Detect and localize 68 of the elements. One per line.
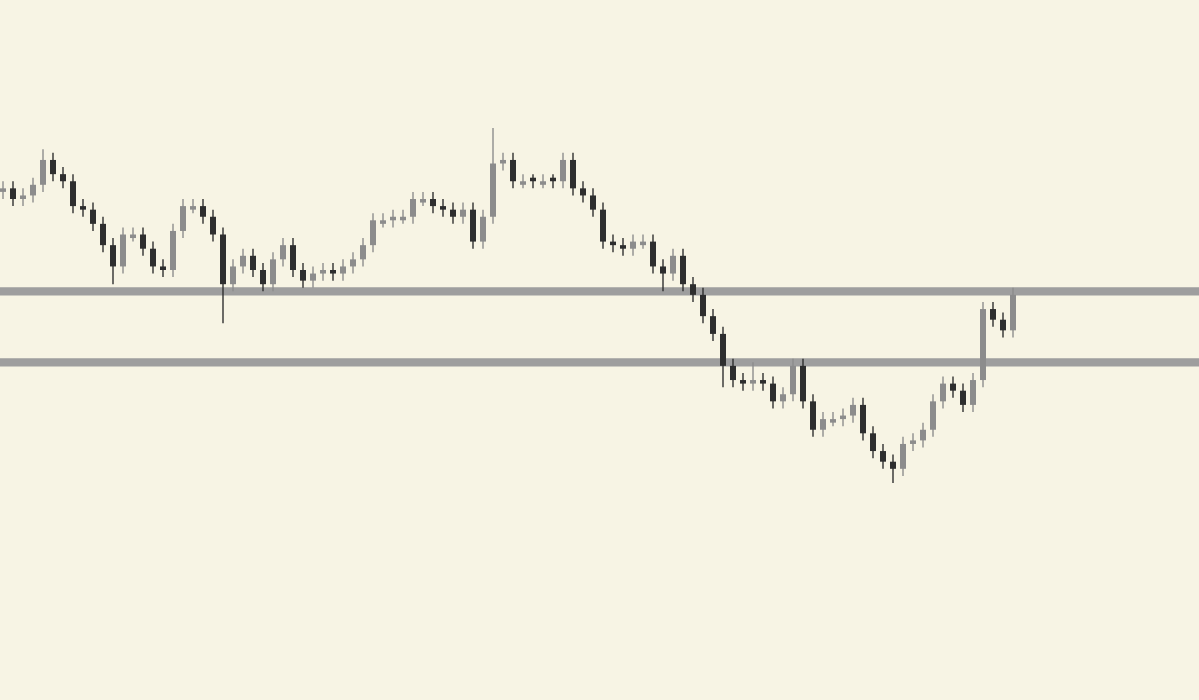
candlestick — [750, 361, 756, 392]
candlestick — [620, 237, 626, 257]
candlestick — [760, 372, 766, 392]
candlestick — [360, 237, 366, 268]
candlestick — [850, 397, 856, 424]
candlestick — [830, 411, 836, 427]
candlestick — [560, 152, 566, 190]
candlestick — [330, 262, 336, 282]
candlestick — [940, 375, 946, 410]
candlestick — [80, 198, 86, 218]
candlestick — [820, 411, 826, 438]
candlestick — [510, 152, 516, 190]
candlestick — [880, 443, 886, 470]
candlestick — [420, 191, 426, 207]
candlestick — [690, 276, 696, 303]
candlestick — [380, 212, 386, 229]
candlestick — [660, 258, 666, 292]
candlestick — [200, 198, 206, 225]
candlestick — [780, 386, 786, 410]
candlestick — [430, 191, 436, 214]
candlestick — [50, 152, 56, 182]
candlestick — [60, 166, 66, 190]
candlestick — [350, 251, 356, 275]
candlestick — [250, 248, 256, 278]
candlestick — [590, 187, 596, 218]
candlestick — [580, 180, 586, 204]
candlestick — [10, 180, 16, 207]
candlestick — [630, 233, 636, 257]
candlestick — [100, 216, 106, 253]
candlestick — [310, 265, 316, 289]
candlestick — [210, 208, 216, 243]
candlestick — [1000, 311, 1006, 339]
candlestick — [440, 198, 446, 218]
candlestick — [990, 301, 996, 328]
candlestick — [920, 421, 926, 449]
candlestick — [910, 432, 916, 452]
candlestick — [340, 258, 346, 282]
candlestick — [110, 237, 116, 285]
candlestick — [770, 375, 776, 410]
candlestick — [710, 308, 716, 342]
candlestick — [950, 375, 956, 399]
candlestick — [410, 191, 416, 225]
candlestick — [90, 201, 96, 232]
candlestick — [240, 248, 246, 275]
candlestick — [460, 201, 466, 225]
candlestick — [320, 262, 326, 282]
candlestick — [150, 240, 156, 275]
candlestick — [280, 237, 286, 268]
candlestick — [520, 173, 526, 190]
candlestick — [300, 262, 306, 289]
candlestick — [160, 258, 166, 278]
candlestick — [0, 180, 6, 200]
candlestick — [30, 177, 36, 204]
candlestick — [740, 372, 746, 392]
candlestick — [890, 453, 896, 484]
candlestick — [140, 226, 146, 257]
candlestick — [960, 382, 966, 413]
candlestick — [260, 262, 266, 292]
candlestick — [670, 248, 676, 282]
candlestick — [700, 287, 706, 324]
candlestick — [540, 173, 546, 190]
candlestick — [450, 201, 456, 225]
candlestick — [190, 198, 196, 214]
candlestick — [730, 358, 736, 388]
candlestick — [500, 152, 506, 172]
candlestick — [230, 258, 236, 292]
candlestick — [20, 187, 26, 207]
candlestick — [870, 425, 876, 459]
